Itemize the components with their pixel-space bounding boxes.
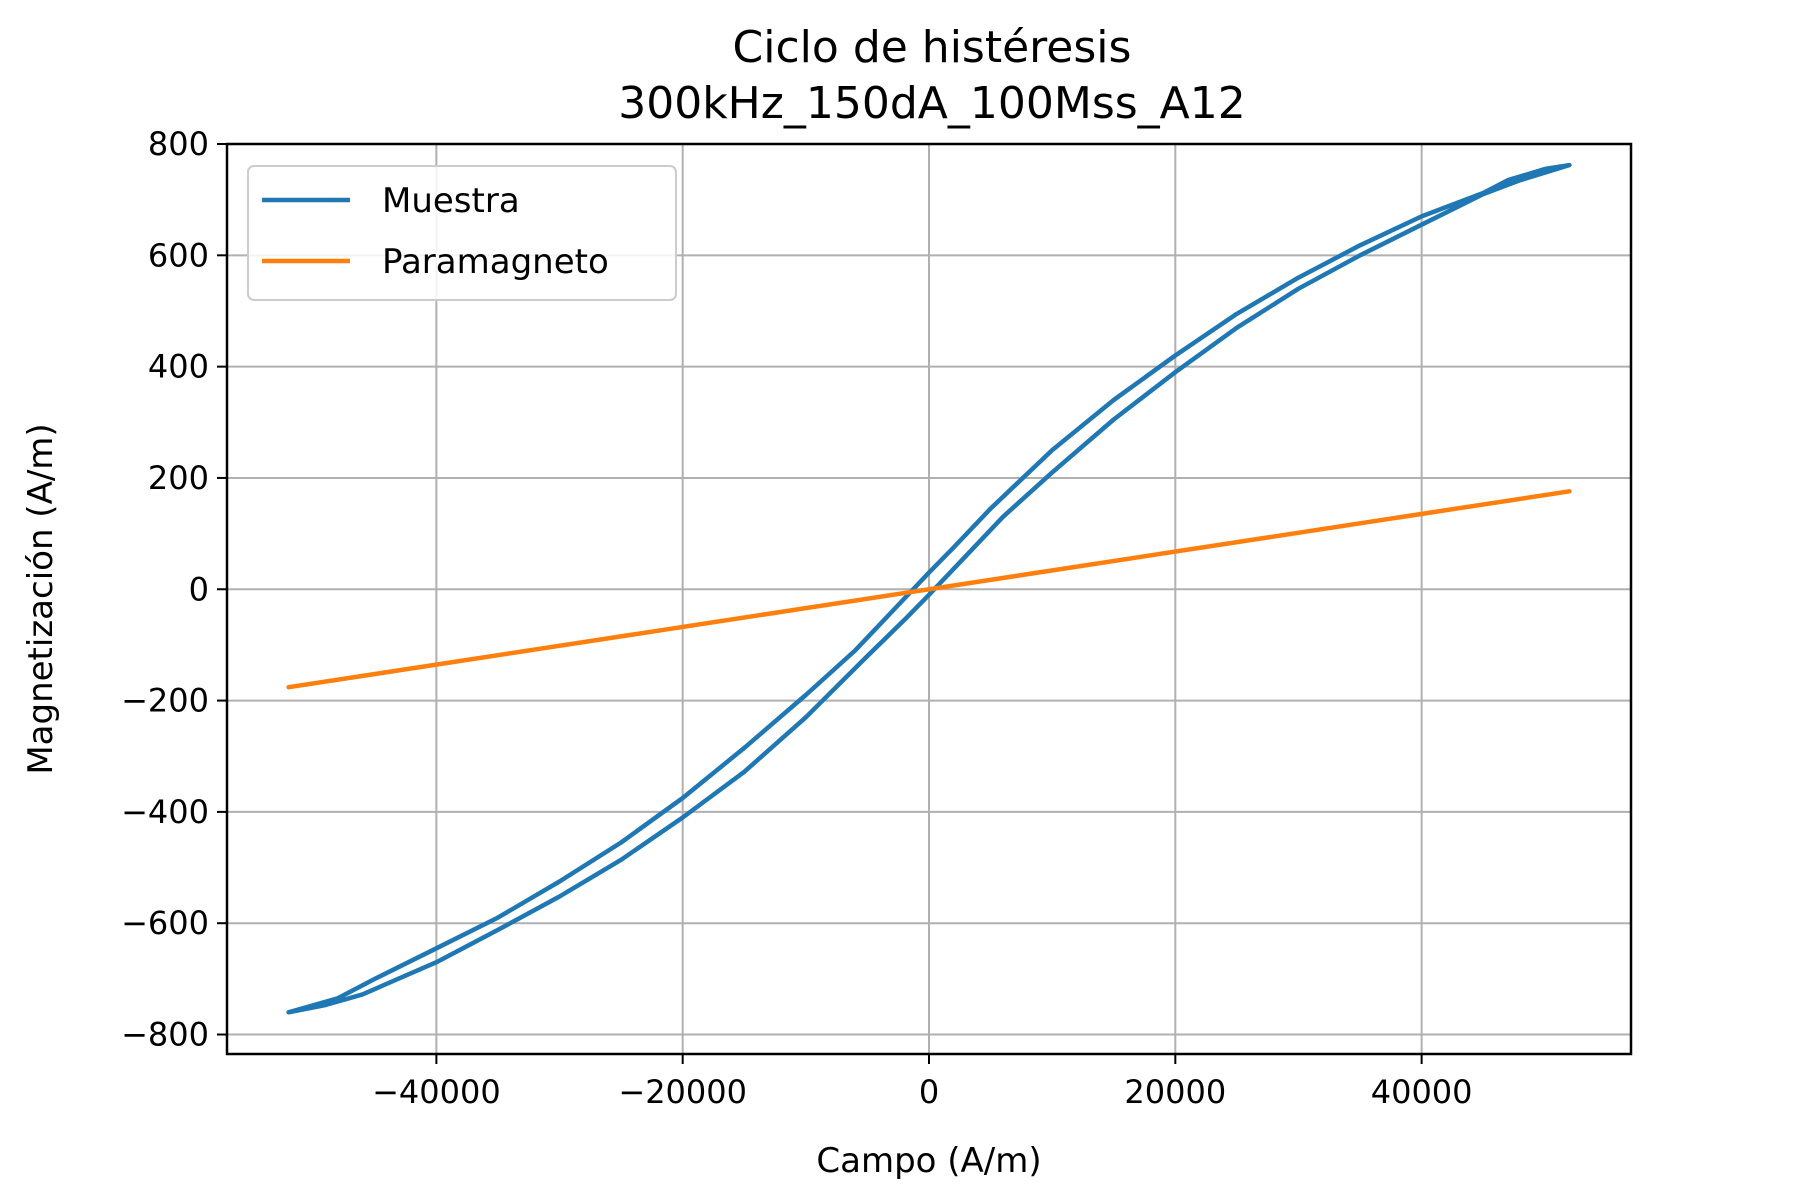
legend-label-paramagneto: Paramagneto: [382, 242, 609, 282]
y-tick-label: −800: [121, 1016, 209, 1054]
y-tick-label: −200: [121, 682, 209, 720]
y-tick-label: −600: [121, 904, 209, 942]
y-tick-label: 0: [189, 570, 209, 608]
y-tick-label: 800: [148, 125, 209, 163]
y-tick-label: 600: [148, 236, 209, 274]
x-tick-label: −40000: [372, 1073, 501, 1111]
x-tick-label: 0: [919, 1073, 939, 1111]
y-tick-label: 200: [148, 459, 209, 497]
legend: Muestra Paramagneto: [248, 166, 676, 300]
legend-label-muestra: Muestra: [382, 181, 520, 221]
y-tick-label: 400: [148, 348, 209, 386]
y-ticks: −800 −600 −400 −200 0 200 400 600 800: [121, 125, 227, 1054]
y-axis-label: Magnetización (A/m): [21, 423, 61, 774]
x-tick-label: 40000: [1371, 1073, 1473, 1111]
x-axis-label: Campo (A/m): [816, 1141, 1041, 1181]
y-tick-label: −400: [121, 793, 209, 831]
chart-subtitle: 300kHz_150dA_100Mss_A12: [618, 78, 1246, 129]
chart-title: Ciclo de histéresis: [733, 22, 1132, 73]
x-ticks: −40000 −20000 0 20000 40000: [372, 1054, 1472, 1111]
x-tick-label: −20000: [618, 1073, 747, 1111]
x-tick-label: 20000: [1124, 1073, 1226, 1111]
